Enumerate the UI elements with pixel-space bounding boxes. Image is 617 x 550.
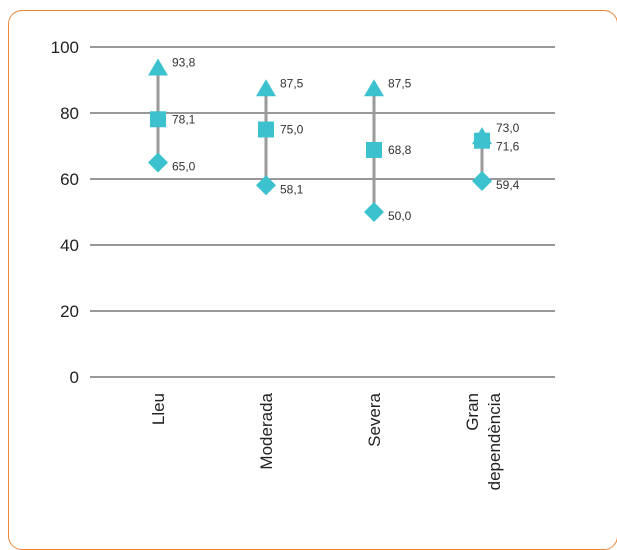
data-label: 87,5 (388, 76, 412, 90)
data-label: 58,1 (280, 182, 304, 196)
data-label: 93,8 (172, 55, 196, 69)
y-tick-label: 100 (51, 38, 79, 57)
data-markers (148, 58, 492, 222)
x-axis-categories: Lleu Moderada Severa Gran dependència (149, 392, 504, 490)
chart-frame (8, 10, 617, 550)
square-marker (474, 132, 490, 149)
data-label: 73,0 (496, 121, 520, 135)
range-chart: 0 20 40 60 80 100 93,8 78,1 65,0 87,5 75,0 58,1 87,… (51, 38, 555, 490)
data-label: 68,8 (388, 143, 412, 157)
y-tick-label: 60 (60, 170, 79, 189)
square-marker (366, 141, 382, 158)
y-tick-label: 0 (70, 368, 79, 387)
diamond-marker (256, 175, 276, 196)
data-labels: 93,8 78,1 65,0 87,5 75,0 58,1 87,5 68,8 50,0 73,0… (172, 55, 520, 223)
gridlines (90, 46, 555, 378)
data-label: 71,6 (496, 140, 520, 154)
diamond-marker (148, 152, 168, 173)
category-label-line: Moderada (257, 392, 276, 469)
y-tick-label: 80 (60, 104, 79, 123)
range-lines (156, 67, 484, 212)
diamond-marker (364, 202, 384, 222)
x-category-label: Moderada (257, 392, 276, 469)
category-label-line: Severa (365, 392, 384, 446)
square-marker (150, 111, 166, 128)
triangle-marker (364, 79, 384, 97)
square-marker (258, 121, 274, 138)
data-label: 59,4 (496, 178, 520, 192)
triangle-marker (148, 58, 168, 76)
category-label-line: dependència (485, 392, 504, 490)
diamond-marker (472, 170, 492, 191)
x-category-label: Lleu (149, 393, 168, 425)
y-tick-label: 20 (60, 302, 79, 321)
data-label: 50,0 (388, 209, 412, 223)
data-label: 78,1 (172, 112, 196, 126)
data-label: 65,0 (172, 160, 196, 174)
category-label-line: Gran (463, 393, 482, 431)
data-label: 75,0 (280, 123, 304, 137)
x-category-label: Gran dependència (463, 392, 504, 490)
category-label-line: Lleu (149, 393, 168, 425)
y-axis-ticks: 0 20 40 60 80 100 (51, 38, 79, 387)
data-label: 87,5 (280, 76, 304, 90)
triangle-marker (256, 79, 276, 97)
x-category-label: Severa (365, 392, 384, 446)
y-tick-label: 40 (60, 236, 79, 255)
